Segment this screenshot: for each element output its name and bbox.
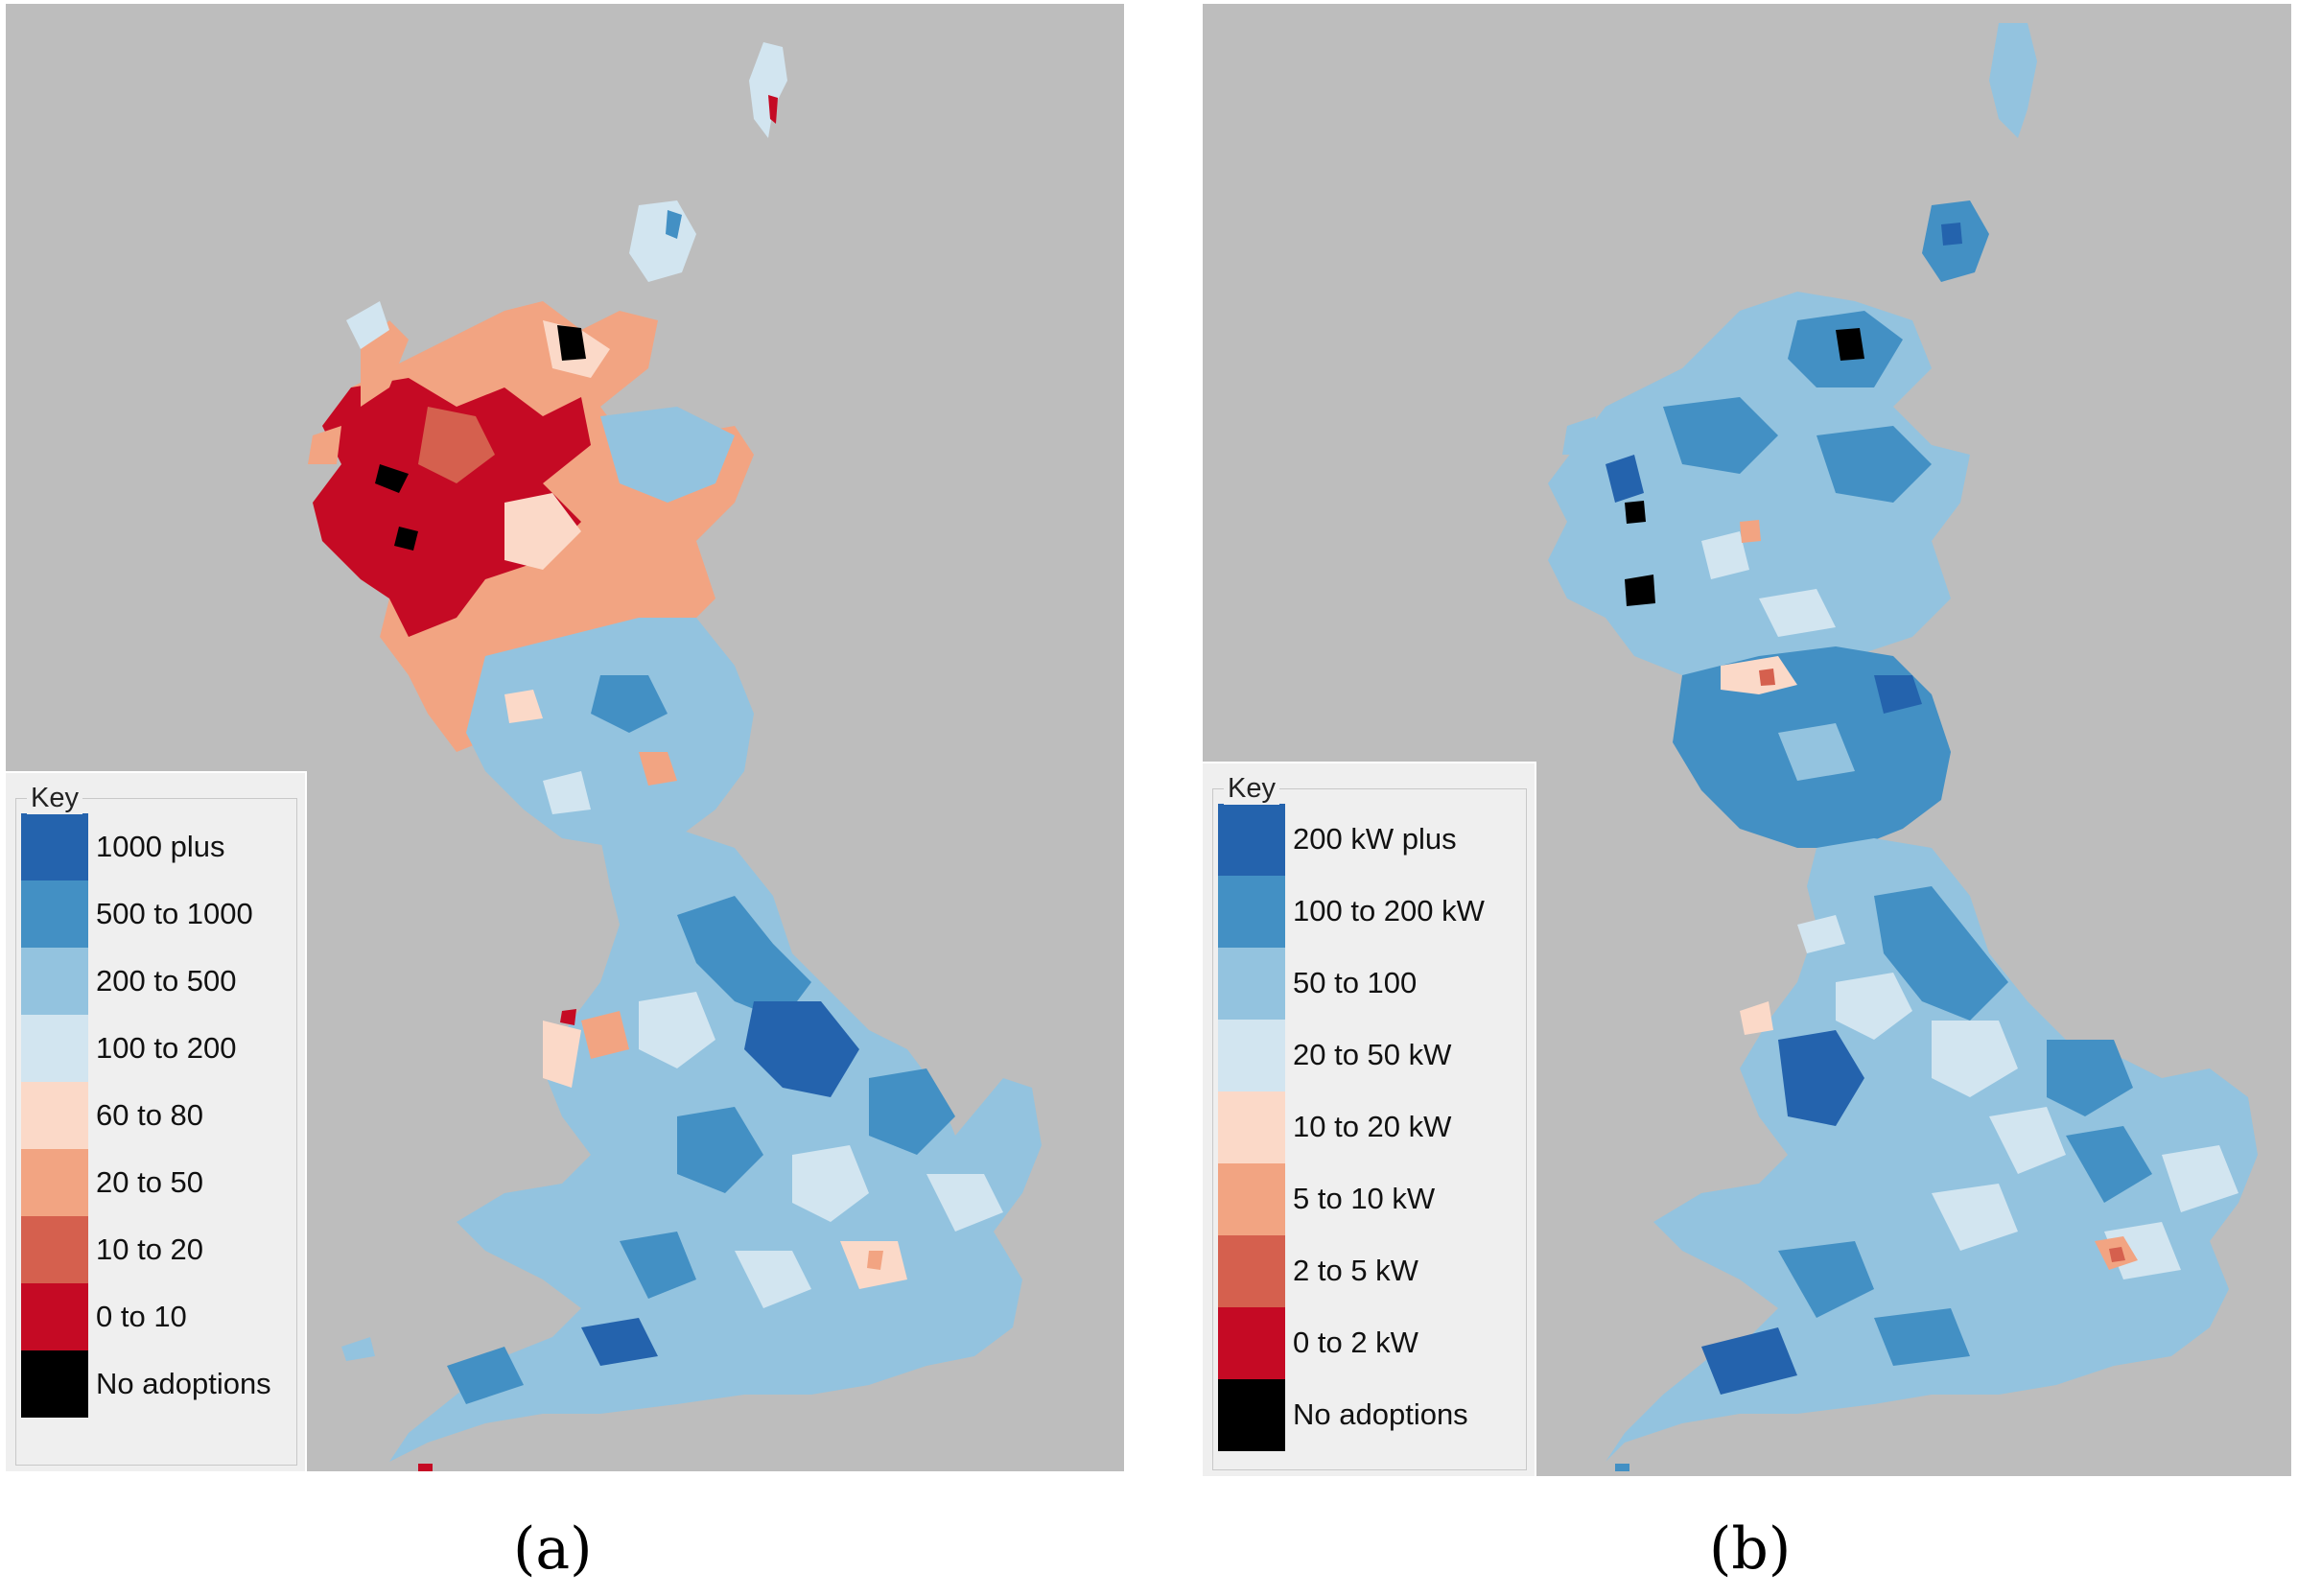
legend-a: Key 1000 plus 500 to 1000 200 to 500 100 to… [6, 771, 307, 1471]
legend-title: Key [1224, 773, 1279, 805]
legend-label: 20 to 50 kW [1293, 1038, 1452, 1071]
legend-item: 100 to 200 kW [1218, 875, 1485, 948]
legend-swatch [21, 948, 88, 1015]
legend-item: 1000 plus [21, 813, 224, 880]
legend-item: 0 to 10 [21, 1283, 187, 1350]
legend-label: 200 to 500 [96, 964, 237, 998]
legend-label: 100 to 200 [96, 1031, 237, 1065]
legend-swatch [21, 1216, 88, 1283]
legend-item: No adoptions [1218, 1378, 1468, 1451]
legend-swatch [21, 1350, 88, 1418]
legend-swatch [1218, 1091, 1285, 1163]
legend-label: 500 to 1000 [96, 897, 253, 930]
legend-item: 60 to 80 [21, 1082, 203, 1149]
legend-item: 20 to 50 [21, 1149, 203, 1216]
legend-swatch [21, 1082, 88, 1149]
legend-label: 10 to 20 [96, 1232, 204, 1266]
uk-map-b [1548, 23, 2258, 1471]
legend-swatch [21, 813, 88, 880]
legend-swatch [1218, 803, 1285, 876]
legend-frame [1212, 788, 1527, 1470]
legend-label: No adoptions [96, 1367, 271, 1400]
legend-label: 60 to 80 [96, 1098, 204, 1132]
legend-item: 50 to 100 [1218, 947, 1418, 1020]
map-panel-a: Key 1000 plus 500 to 1000 200 to 500 100 to… [6, 4, 1124, 1471]
legend-item: 5 to 10 kW [1218, 1162, 1436, 1235]
legend-swatch [1218, 1019, 1285, 1091]
legend-title: Key [27, 783, 82, 814]
legend-label: 20 to 50 [96, 1165, 204, 1199]
legend-swatch [21, 1283, 88, 1350]
legend-swatch [21, 1015, 88, 1082]
legend-item: 500 to 1000 [21, 880, 253, 948]
legend-label: 50 to 100 [1293, 966, 1418, 999]
legend-item: 10 to 20 [21, 1216, 203, 1283]
caption-b: (b) [1709, 1515, 1792, 1583]
map-panel-b: Key 200 kW plus 100 to 200 kW 50 to 100 20 … [1203, 4, 2291, 1476]
legend-swatch [21, 880, 88, 948]
legend-label: 0 to 2 kW [1293, 1326, 1418, 1359]
legend-swatch [1218, 1378, 1285, 1451]
legend-item: 200 to 500 [21, 948, 237, 1015]
legend-item: 0 to 2 kW [1218, 1306, 1418, 1379]
legend-label: 5 to 10 kW [1293, 1182, 1436, 1215]
legend-item: 200 kW plus [1218, 803, 1457, 876]
legend-swatch [21, 1149, 88, 1216]
legend-b: Key 200 kW plus 100 to 200 kW 50 to 100 20 … [1203, 762, 1536, 1476]
legend-item: No adoptions [21, 1350, 271, 1418]
legend-swatch [1218, 1306, 1285, 1379]
legend-swatch [1218, 947, 1285, 1020]
legend-item: 2 to 5 kW [1218, 1234, 1418, 1307]
legend-frame [15, 798, 297, 1466]
uk-map-a [308, 42, 1042, 1471]
legend-item: 20 to 50 kW [1218, 1019, 1452, 1091]
legend-label: 1000 plus [96, 830, 225, 863]
legend-label: 200 kW plus [1293, 822, 1457, 856]
legend-item: 10 to 20 kW [1218, 1091, 1452, 1163]
legend-label: No adoptions [1293, 1397, 1468, 1431]
legend-label: 100 to 200 kW [1293, 894, 1485, 927]
legend-label: 2 to 5 kW [1293, 1254, 1418, 1287]
legend-swatch [1218, 875, 1285, 948]
legend-label: 0 to 10 [96, 1300, 187, 1333]
legend-swatch [1218, 1162, 1285, 1235]
caption-a: (a) [513, 1515, 593, 1583]
legend-item: 100 to 200 [21, 1015, 237, 1082]
legend-label: 10 to 20 kW [1293, 1110, 1452, 1143]
legend-swatch [1218, 1234, 1285, 1307]
